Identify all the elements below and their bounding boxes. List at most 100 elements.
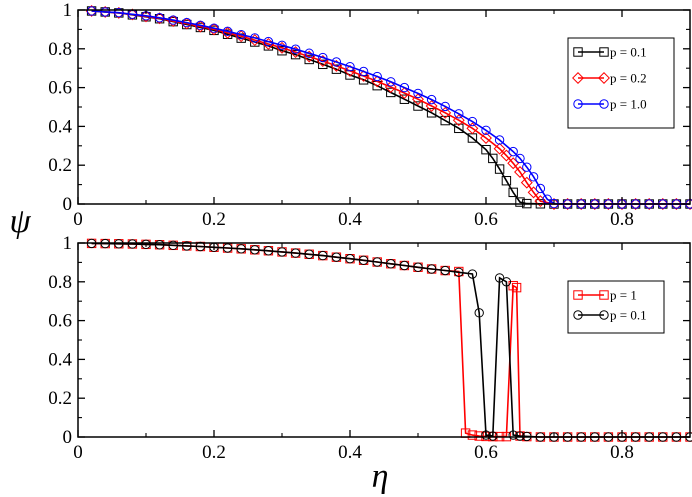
data-point [399,94,410,104]
x-tick-label: 0 [73,209,83,230]
legend-item: p = 0.1 [573,308,647,323]
data-point [318,52,328,63]
data-point [154,13,165,23]
data-point [304,48,314,58]
legend-marker [599,310,609,320]
data-point [277,46,287,56]
data-point [467,269,478,279]
y-tick-label: 1 [63,0,73,21]
data-point [501,176,512,186]
legend-item: p = 1.0 [573,97,647,112]
data-point [277,247,287,257]
data-point [304,54,314,65]
data-point [386,77,396,87]
data-point [413,88,423,99]
data-point [466,122,479,135]
data-point [304,249,314,259]
data-point [480,132,492,144]
data-point [290,49,301,60]
data-point [508,430,518,440]
legend-box [567,37,675,129]
data-point [474,431,484,441]
legend: p = 0.1 p = 0.2 p = 1.0 [567,37,675,129]
data-point [488,431,498,441]
data-point [345,61,355,72]
legend: p = 1 p = 0.1 [567,280,665,334]
data-point [399,260,410,271]
legend-marker [573,99,583,109]
x-tick-label: 0.8 [610,209,634,230]
y-tick-label: 1 [63,233,73,254]
data-point [515,431,525,441]
data-point [467,430,478,440]
series-2-2 [86,238,692,442]
data-point [331,57,342,67]
x-tick-label: 0.2 [202,442,226,463]
data-point [250,245,260,255]
data-point [454,267,464,277]
data-point [426,108,437,118]
y-tick-label: 0.6 [48,78,72,99]
data-point [222,26,233,37]
x-tick-label: 0.8 [610,442,634,463]
data-point [522,162,532,172]
data-point [520,176,533,189]
data-point [440,115,450,126]
legend-marker [573,310,583,320]
data-point [493,142,506,155]
data-point [413,262,423,272]
data-point [384,81,397,93]
data-point [250,33,260,43]
legend-label: p = 0.1 [610,308,647,323]
y-tick-label: 0.4 [48,349,72,370]
data-point [263,246,274,256]
data-point [168,240,178,251]
x-tick-label: 0.4 [338,442,362,463]
data-point [399,82,410,93]
y-tick-label: 0.8 [48,272,72,293]
data-point [426,264,437,274]
data-point [467,116,478,127]
legend-marker [599,290,609,300]
data-point [195,20,206,31]
data-point [426,94,437,105]
y-tick-label: 0.2 [48,388,72,409]
x-tick-label: 0.6 [474,209,498,230]
data-point [86,6,97,16]
data-point [386,87,396,98]
data-point [474,308,484,318]
data-point [454,109,464,119]
data-point [358,66,369,77]
data-point [412,93,424,106]
data-point [182,17,192,28]
data-point [528,172,539,182]
y-tick-label: 0.6 [48,311,72,332]
data-point [440,101,450,112]
y-tick-label: 0.2 [48,155,72,176]
data-point [440,265,450,276]
bottom-panel: 0 0.2 0.4 0.6 0.8 0 0.2 0.4 0.6 0.8 1 p = 1 p = 0.1 [48,233,692,463]
data-point [494,135,505,145]
data-point [236,244,246,254]
data-point [501,277,512,287]
data-point [114,239,124,249]
data-point [358,255,369,265]
x-axis-label: η [372,458,389,495]
y-axis-label: ψ [9,203,31,240]
data-point [534,195,547,208]
data-point [168,15,178,25]
y-tick-label: 0.8 [48,39,72,60]
data-point [398,87,411,99]
series-line [91,242,690,438]
data-point [154,240,165,250]
y-tick-label: 0 [63,194,73,215]
legend-marker [599,99,609,109]
data-point [372,257,382,267]
data-point [114,8,124,18]
data-point [515,197,525,207]
data-point [331,64,342,74]
data-point [413,101,423,111]
data-point [494,164,505,174]
data-point [452,114,465,127]
